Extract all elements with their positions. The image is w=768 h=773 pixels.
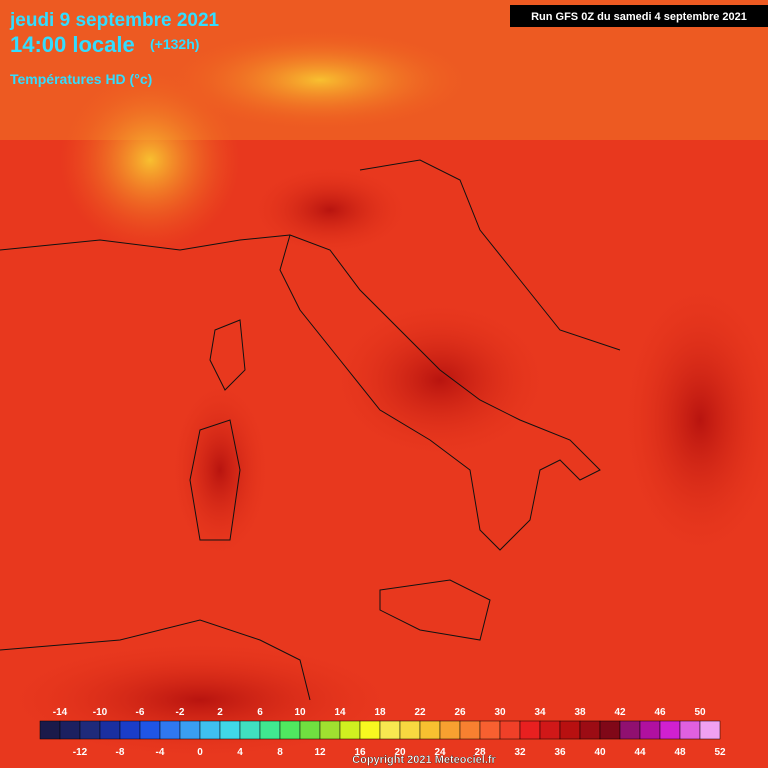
legend-label: 8 — [277, 747, 283, 758]
legend-swatch — [279, 720, 301, 740]
lead-time: (+132h) — [150, 36, 199, 52]
legend-label: 20 — [394, 747, 406, 758]
legend: -14 -10 -6 -2 2 6 10 14 18 22 26 30 34 38 42 46 50-12 -8-… — [39, 707, 726, 758]
legend-label: 26 — [454, 707, 466, 718]
legend-label: 36 — [554, 747, 566, 758]
legend-label: 52 — [714, 747, 726, 758]
italy-hot — [330, 300, 550, 460]
legend-label: -8 — [116, 747, 125, 758]
legend-swatch — [179, 720, 201, 740]
legend-label: 28 — [474, 747, 486, 758]
legend-swatch — [99, 720, 121, 740]
legend-swatch — [299, 720, 321, 740]
africa-hot — [0, 640, 400, 760]
legend-swatch — [699, 720, 721, 740]
legend-swatch — [439, 720, 461, 740]
alps-cool — [60, 70, 240, 250]
coastlines — [0, 159, 621, 701]
alps-cool — [170, 30, 470, 130]
legend-swatch — [59, 720, 81, 740]
legend-label: 40 — [594, 747, 606, 758]
legend-swatch — [259, 720, 281, 740]
legend-label: 32 — [514, 747, 526, 758]
legend-swatch — [239, 720, 261, 740]
legend-label: 12 — [314, 747, 326, 758]
sardinia-hot — [170, 380, 270, 560]
legend-swatch — [639, 720, 661, 740]
legend-label: -14 — [53, 707, 68, 718]
legend-label: 24 — [434, 747, 446, 758]
date-title: jeudi 9 septembre 2021 — [9, 10, 220, 31]
legend-swatch — [579, 720, 601, 740]
legend-label: -2 — [176, 707, 185, 718]
legend-label: 0 — [197, 747, 203, 758]
run-box — [510, 5, 768, 27]
legend-swatch — [339, 720, 361, 740]
legend-swatch — [619, 720, 641, 740]
legend-swatch — [659, 720, 681, 740]
legend-label: 6 — [257, 707, 263, 718]
legend-label: 4 — [237, 747, 243, 758]
balkans-hot — [620, 280, 768, 560]
legend-label: 30 — [494, 707, 506, 718]
legend-swatch — [379, 720, 401, 740]
legend-label: 34 — [534, 707, 546, 718]
legend-swatch — [459, 720, 481, 740]
legend-label: 50 — [694, 707, 706, 718]
legend-swatch — [539, 720, 561, 740]
legend-label: -12 — [73, 747, 88, 758]
po-hot — [250, 165, 410, 255]
legend-swatch — [419, 720, 441, 740]
legend-label: 2 — [217, 707, 223, 718]
legend-label: 48 — [674, 747, 686, 758]
legend-swatch — [219, 720, 241, 740]
legend-label: -10 — [93, 707, 108, 718]
legend-swatch — [559, 720, 581, 740]
legend-swatch — [119, 720, 141, 740]
legend-swatch — [599, 720, 621, 740]
field-label: Températures HD (°c) — [10, 71, 152, 87]
legend-swatch — [199, 720, 221, 740]
legend-label: 10 — [294, 707, 306, 718]
legend-swatch — [499, 720, 521, 740]
legend-swatch — [399, 720, 421, 740]
legend-label: 14 — [334, 707, 346, 718]
run-info: Run GFS 0Z du samedi 4 septembre 2021 — [531, 11, 747, 23]
legend-swatch — [159, 720, 181, 740]
legend-swatch — [479, 720, 501, 740]
legend-label: 22 — [414, 707, 426, 718]
time-title: 14:00 locale — [10, 32, 135, 57]
legend-swatch — [519, 720, 541, 740]
legend-label: 18 — [374, 707, 386, 718]
legend-label: 46 — [654, 707, 666, 718]
legend-label: -4 — [156, 747, 165, 758]
legend-label: 44 — [634, 747, 646, 758]
legend-swatch — [319, 720, 341, 740]
legend-label: 16 — [354, 747, 366, 758]
copyright: Copyright 2021 Meteociel.fr — [352, 754, 496, 766]
legend-swatch — [359, 720, 381, 740]
legend-swatch — [679, 720, 701, 740]
legend-swatch — [39, 720, 61, 740]
legend-swatch — [79, 720, 101, 740]
legend-swatch — [139, 720, 161, 740]
legend-label: 42 — [614, 707, 626, 718]
legend-label: -6 — [136, 707, 145, 718]
legend-label: 38 — [574, 707, 586, 718]
